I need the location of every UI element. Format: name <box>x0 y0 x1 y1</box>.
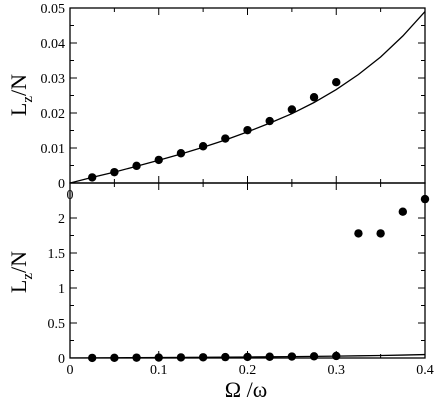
xlabel: Ω /ω <box>225 377 267 402</box>
data-point <box>398 207 408 216</box>
y-tick-label: 1.5 <box>48 247 66 262</box>
theory-curve <box>70 353 425 358</box>
x-tick-label: 0.4 <box>416 363 434 378</box>
theory-curve <box>70 11 425 183</box>
top-panel: 000.010.020.030.040.05 <box>41 2 426 203</box>
y-tick-label: 2 <box>58 212 65 227</box>
bottom-panel: 0 0.1 0.2 0.3 0.4 0 0.5 1 1.5 2 <box>48 182 434 378</box>
data-point <box>354 229 363 238</box>
y-tick-label: 0 <box>58 177 65 192</box>
y-tick-label: 0.02 <box>41 107 66 122</box>
y-tick-label: 0 <box>58 352 65 367</box>
y-tick-label: 0.01 <box>41 142 66 157</box>
data-point <box>420 194 430 204</box>
x-tick-label: 0.1 <box>150 363 168 378</box>
data-point <box>376 229 385 238</box>
y-tick-label: 0.03 <box>41 72 66 87</box>
x-tick-label: 0.2 <box>239 363 257 378</box>
plot-frame <box>69 7 426 184</box>
y-tick-label: 1 <box>58 282 65 297</box>
plot-frame <box>69 182 426 359</box>
data-point <box>287 105 297 114</box>
bottom-ylabel: Lz/N <box>6 251 36 293</box>
data-point <box>176 149 186 158</box>
x-tick-label: 0 <box>67 363 74 378</box>
data-point <box>265 116 274 126</box>
data-point <box>309 93 319 102</box>
y-tick-label: 0.04 <box>41 37 66 52</box>
x-tick-label: 0.3 <box>328 363 346 378</box>
y-tick-label: 0.05 <box>41 2 66 17</box>
y-tick-label: 0.5 <box>48 317 66 332</box>
data-point <box>332 78 341 87</box>
top-ylabel: Lz/N <box>6 74 36 116</box>
